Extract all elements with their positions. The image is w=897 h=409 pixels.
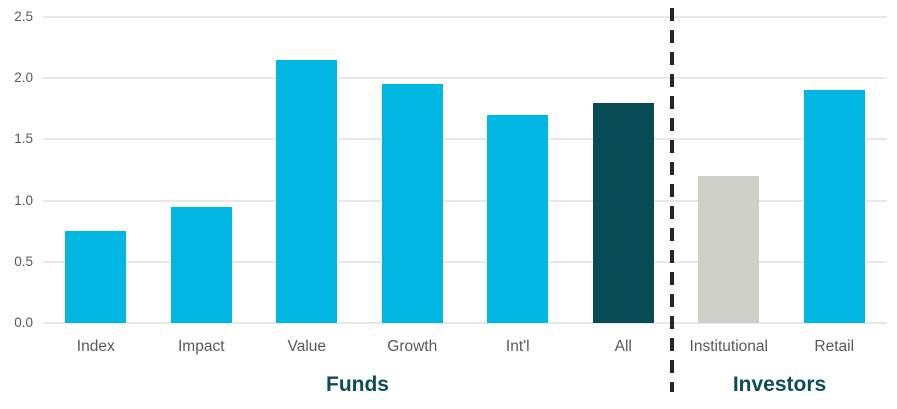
- y-tick-label: 1.5: [14, 131, 33, 147]
- x-tick-label: Impact: [177, 338, 225, 355]
- y-tick-label: 2.5: [14, 9, 33, 24]
- gridline: [43, 77, 887, 80]
- bar-intl: [487, 114, 549, 323]
- group-separator-dashed-line: [670, 8, 674, 392]
- x-tick-label: Growth: [387, 338, 438, 355]
- bar-index: [65, 231, 127, 323]
- x-tick-label: Index: [76, 338, 115, 355]
- bar-value: [276, 59, 338, 323]
- x-tick-label: Int'l: [505, 338, 530, 355]
- x-tick-label: Institutional: [689, 338, 768, 355]
- y-tick-label: 0.5: [14, 253, 33, 269]
- bar-institutional: [698, 176, 760, 323]
- bar-retail: [803, 90, 865, 323]
- gridline: [43, 138, 887, 141]
- bar-all: [592, 102, 654, 323]
- gridline: [43, 199, 887, 202]
- gridline: [43, 322, 887, 324]
- group-label-funds: Funds: [326, 373, 389, 396]
- gridline: [43, 260, 887, 263]
- x-tick-label: Value: [287, 338, 327, 355]
- x-tick-label: All: [614, 338, 632, 355]
- x-tick-label: Retail: [814, 338, 855, 355]
- bar-impact: [170, 206, 232, 323]
- bar-growth: [381, 84, 443, 323]
- plot-area: [43, 16, 887, 324]
- y-tick-label: 2.0: [14, 70, 33, 86]
- group-label-investors: Investors: [732, 373, 827, 396]
- gridline: [43, 16, 887, 18]
- y-tick-label: 0.0: [14, 315, 33, 330]
- y-tick-label: 1.0: [14, 192, 33, 208]
